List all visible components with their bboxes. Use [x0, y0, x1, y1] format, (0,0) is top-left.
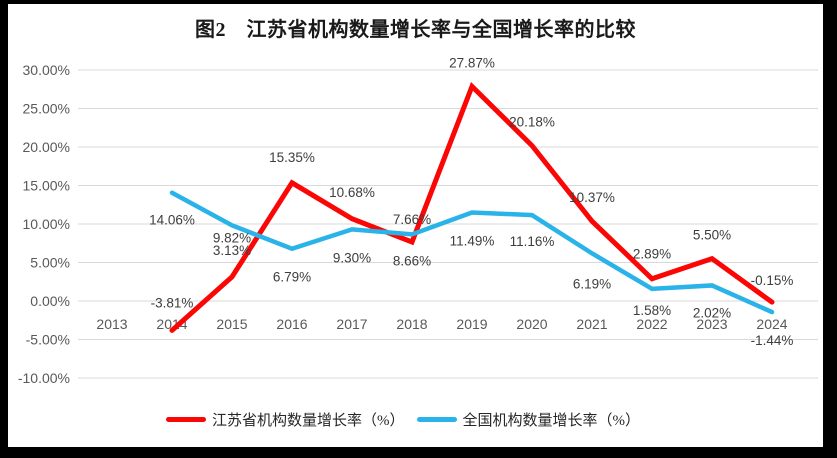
data-label: 15.35% — [269, 150, 315, 165]
x-axis-tick-label: 2017 — [336, 316, 367, 332]
series-line-jiangsu — [169, 81, 775, 333]
data-label: 9.30% — [333, 250, 371, 265]
legend-item-jiangsu: 江苏省机构数量增长率（%） — [166, 409, 405, 430]
y-axis-tick-label: 0.00% — [30, 293, 70, 309]
x-axis-tick-label: 2021 — [576, 316, 607, 332]
data-label: 2.02% — [693, 305, 731, 320]
data-label: 27.87% — [449, 55, 495, 70]
data-label: 11.16% — [510, 234, 555, 249]
x-axis-tick-label: 2013 — [96, 316, 127, 332]
x-axis-tick-label: 2019 — [456, 316, 487, 332]
data-label: -1.44% — [751, 333, 794, 348]
data-label: 11.49% — [450, 234, 495, 249]
y-axis-tick-label: 15.00% — [23, 178, 70, 194]
data-label: 9.82% — [213, 230, 251, 245]
data-label: 1.58% — [633, 303, 671, 318]
y-axis-tick-label: 25.00% — [23, 101, 70, 117]
legend-line-red-icon — [166, 416, 206, 422]
data-label: 7.66% — [393, 212, 431, 227]
chart-legend: 江苏省机构数量增长率（%） 全国机构数量增长率（%） — [166, 409, 641, 430]
data-label: 10.37% — [569, 190, 615, 205]
y-axis-tick-label: 20.00% — [23, 139, 70, 155]
series-line-national — [169, 190, 775, 315]
data-label: 3.13% — [213, 243, 251, 258]
y-axis-tick-label: -10.00% — [18, 370, 70, 386]
legend-item-national: 全国机构数量增长率（%） — [416, 409, 641, 430]
chart-title: 图2 江苏省机构数量增长率与全国增长率的比较 — [195, 19, 636, 41]
x-axis-tick-label: 2015 — [216, 316, 247, 332]
data-label: 20.18% — [509, 115, 555, 130]
legend-label-national: 全国机构数量增长率（%） — [462, 412, 641, 429]
data-label: 10.68% — [329, 185, 375, 200]
x-axis-tick-label: 2022 — [636, 316, 667, 332]
x-axis-tick-label: 2024 — [756, 316, 787, 332]
legend-line-blue-icon — [416, 416, 457, 422]
x-axis-tick-label: 2018 — [396, 316, 427, 332]
data-label: 2.89% — [633, 247, 671, 262]
data-label: -0.15% — [751, 273, 794, 288]
data-label: 8.66% — [393, 253, 431, 268]
data-label: 6.19% — [573, 276, 611, 291]
data-label: 14.06% — [149, 213, 195, 228]
chart-panel — [8, 4, 823, 447]
y-axis-tick-label: -5.00% — [26, 332, 70, 348]
x-axis-tick-label: 2016 — [276, 316, 307, 332]
x-axis-tick-label: 2023 — [696, 316, 727, 332]
data-label: -3.81% — [151, 295, 194, 310]
data-label: 5.50% — [693, 228, 731, 243]
data-label: 6.79% — [273, 270, 311, 285]
y-axis-tick-label: 5.00% — [30, 255, 70, 271]
x-axis-tick-label: 2020 — [516, 316, 547, 332]
legend-label-jiangsu: 江苏省机构数量增长率（%） — [212, 412, 405, 429]
y-axis-tick-label: 10.00% — [23, 216, 70, 232]
y-axis-tick-label: 30.00% — [23, 62, 70, 78]
